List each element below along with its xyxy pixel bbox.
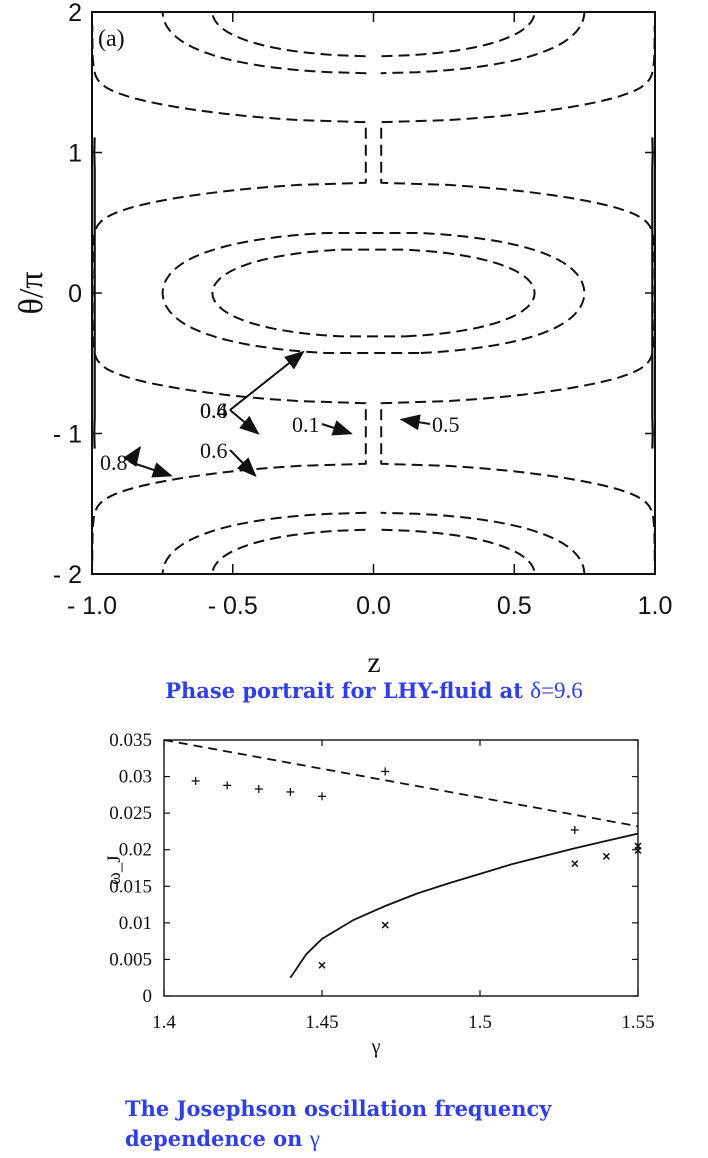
josephson-frequency-chart: 1.4 1.45 1.5 1.55 0 0.005 0.01 0.015 0.02 0.025 0.…	[104, 730, 655, 1058]
josephson-frame	[163, 739, 639, 997]
phase-portrait-arrows	[123, 350, 431, 478]
annotation-arrow	[129, 461, 173, 478]
cross-marker	[381, 921, 389, 929]
plus-marker	[191, 776, 200, 785]
caption-top-prefix: Phase portrait for LHY-fluid at	[165, 678, 530, 703]
x-tick-label: 0.5	[497, 592, 532, 620]
phase-portrait-x-label: z	[367, 646, 380, 679]
annotation-arrow	[123, 445, 141, 467]
panel-label: (a)	[98, 26, 125, 52]
plus-marker	[223, 781, 232, 790]
y-tick-label: 0.02	[119, 840, 152, 861]
plus-marker	[318, 792, 326, 801]
phase-portrait-ticks: - 1.0 - 0.5 0.0 0.5 1.0 - 2 - 1 0 1 2	[53, 0, 673, 620]
josephson-caption-line1: The Josephson oscillation frequency	[125, 1096, 552, 1121]
josephson-series	[163, 739, 642, 979]
y-tick-label: 1	[68, 140, 82, 168]
y-tick-label: 0.025	[109, 803, 152, 824]
cross-marker	[571, 860, 579, 868]
y-tick-label: 0.005	[109, 949, 152, 970]
y-tick-label: 0.01	[119, 913, 152, 934]
cross-marker	[634, 842, 642, 850]
dashed-running-curve	[380, 25, 656, 561]
solid-lower-curve	[289, 832, 639, 979]
x-tick-label: 1.55	[621, 1012, 654, 1033]
annotation-arrow	[399, 414, 431, 431]
phase-portrait-y-label: θ/π	[13, 272, 50, 315]
closed-orbit-center	[211, 248, 536, 338]
phase-portrait-annotations: 0.80.40.60.60.1 0.5	[100, 398, 460, 475]
y-tick-label: 2	[68, 0, 82, 27]
y-tick-label: 0.035	[109, 730, 152, 751]
josephson-caption-line2: dependence on γ	[125, 1126, 320, 1151]
x-tick-label: 1.0	[638, 592, 673, 620]
caption-top-delta: δ=9.6	[530, 678, 583, 703]
josephson-x-label: γ	[371, 1036, 381, 1058]
josephson-y-label: ω_J	[104, 855, 125, 884]
closed-orbit-top	[161, 11, 586, 75]
dashed-running-curve	[91, 25, 367, 561]
annotation-arrow	[229, 409, 260, 435]
contour-label: 0.8	[100, 450, 128, 475]
x-tick-label: - 1.0	[67, 592, 117, 620]
phase-portrait-frame	[91, 11, 656, 575]
x-tick-label: 1.4	[152, 1012, 176, 1033]
x-tick-label: 0.0	[356, 592, 391, 620]
josephson-ticks: 1.4 1.45 1.5 1.55 0 0.005 0.01 0.015 0.02 0.025 0.…	[109, 730, 654, 1033]
closed-orbit-bottom	[161, 511, 586, 575]
caption-bottom-prefix: dependence on	[125, 1126, 310, 1151]
annotation-arrow	[321, 420, 353, 436]
cross-marker	[602, 852, 610, 860]
y-tick-label: - 1	[53, 421, 82, 449]
y-tick-label: 0	[68, 280, 82, 308]
plus-marker	[254, 785, 263, 794]
phase-portrait-caption: Phase portrait for LHY-fluid at δ=9.6	[165, 678, 583, 703]
contour-label: 0.6	[200, 438, 228, 463]
x-tick-label: 1.5	[468, 1012, 492, 1033]
plus-marker	[381, 767, 390, 776]
y-tick-label: 0.03	[119, 767, 152, 788]
plus-marker	[570, 825, 579, 834]
y-tick-label: - 2	[53, 561, 82, 589]
caption-bottom-gamma: γ	[309, 1126, 320, 1151]
dashed-upper-curve	[163, 739, 639, 828]
contour-label: 0.6	[200, 398, 228, 423]
phase-portrait-curves	[91, 11, 656, 575]
annotation-arrow	[229, 449, 257, 478]
plus-marker	[286, 787, 295, 796]
phase-portrait-chart: - 1.0 - 0.5 0.0 0.5 1.0 - 2 - 1 0 1 2 (a) θ/π z 0…	[13, 0, 672, 679]
contour-label: 0.5	[432, 412, 460, 437]
contour-label: 0.1	[292, 412, 320, 437]
x-tick-label: - 0.5	[208, 592, 258, 620]
closed-orbit-center	[161, 232, 586, 354]
y-tick-label: 0	[143, 986, 153, 1007]
y-tick-label: 0.015	[109, 876, 152, 897]
cross-marker	[318, 961, 326, 969]
annotation-arrow	[229, 350, 305, 411]
x-tick-label: 1.45	[305, 1012, 338, 1033]
contour-label: 0.4	[200, 398, 228, 423]
